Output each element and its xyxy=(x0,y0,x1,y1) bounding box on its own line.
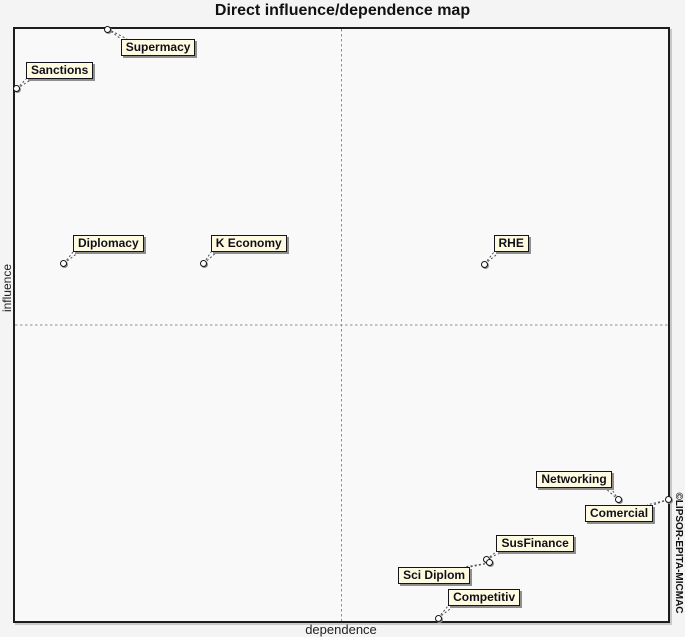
factor-label[interactable]: Supermacy xyxy=(120,39,196,56)
copyright-watermark: ©LIPSOR-EPITA-MICMAC xyxy=(673,492,684,614)
factor-label[interactable]: Sanctions xyxy=(25,61,94,79)
x-axis-label: dependence xyxy=(305,622,377,637)
factor-label[interactable]: Competitiv xyxy=(448,589,521,607)
plot-area xyxy=(13,27,670,623)
data-point[interactable] xyxy=(434,614,442,622)
chart-title: Direct influence/dependence map xyxy=(214,2,471,19)
data-point[interactable] xyxy=(664,496,672,504)
data-point[interactable] xyxy=(13,85,21,93)
factor-label[interactable]: Diplomacy xyxy=(72,235,144,253)
factor-label[interactable]: SusFinance xyxy=(496,535,574,553)
factor-label[interactable]: Comercial xyxy=(585,504,654,522)
data-point[interactable] xyxy=(485,559,493,567)
factor-label[interactable]: K Economy xyxy=(210,235,287,253)
factor-label[interactable]: RHE xyxy=(493,235,529,253)
data-point[interactable] xyxy=(614,496,622,504)
data-point[interactable] xyxy=(200,259,208,267)
factor-label[interactable]: Sci Diplom xyxy=(398,566,471,584)
data-point[interactable] xyxy=(481,260,488,268)
y-axis-label: influence xyxy=(0,263,14,313)
data-point[interactable] xyxy=(60,259,68,267)
data-point[interactable] xyxy=(104,25,112,33)
factor-label[interactable]: Networking xyxy=(536,470,612,488)
